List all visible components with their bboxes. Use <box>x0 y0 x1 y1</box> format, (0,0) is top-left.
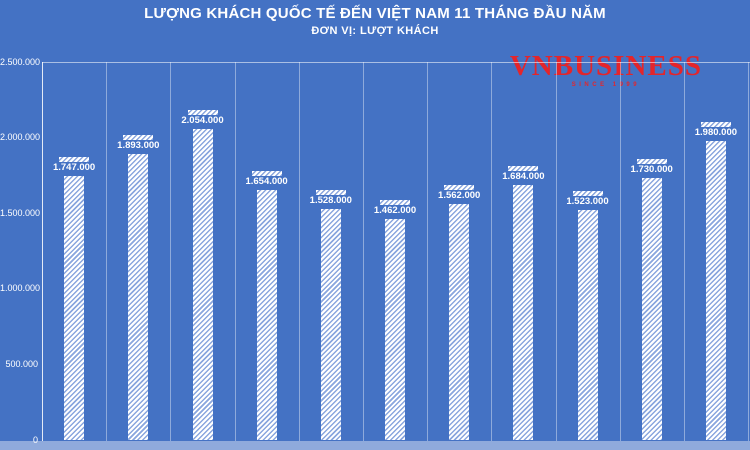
bar <box>128 154 149 440</box>
y-axis-tick-label: 1.500.000 <box>0 207 41 218</box>
bar <box>385 219 405 440</box>
bar-value-label: 1.528.000 <box>309 195 352 206</box>
bar <box>705 141 726 440</box>
column-separator <box>683 62 685 441</box>
y-axis-tick-label: 2.500.000 <box>0 56 41 67</box>
chart-title: LƯỢNG KHÁCH QUỐC TẾ ĐẾN VIỆT NAM 11 THÁN… <box>144 5 606 22</box>
bar-pattern-swatch <box>700 122 731 127</box>
bar <box>449 204 470 440</box>
bar <box>641 178 662 440</box>
vnbusiness-logo: VNBUSINESS SINCE 1999 <box>509 50 702 89</box>
bar <box>192 129 213 440</box>
column-separator <box>491 62 493 441</box>
bar <box>256 190 277 440</box>
bar-value-label: 1.523.000 <box>566 196 609 207</box>
bar <box>577 210 598 440</box>
column-separator <box>106 62 108 441</box>
bar-pattern-swatch <box>59 157 90 162</box>
bar <box>513 185 534 440</box>
y-axis-tick-label: 500.000 <box>5 358 38 369</box>
bar-pattern-swatch <box>572 191 603 196</box>
bar-pattern-swatch <box>444 185 475 190</box>
column-separator <box>555 62 557 441</box>
bar-value-label: 1.893.000 <box>117 140 160 151</box>
column-separator <box>748 62 749 441</box>
bar-pattern-swatch <box>636 159 667 164</box>
y-axis-line <box>42 62 43 441</box>
bar-value-label: 1.747.000 <box>52 162 96 173</box>
y-axis-tick-label: 0 <box>32 434 38 445</box>
y-axis-tick-label: 1.000.000 <box>0 283 41 294</box>
bar-value-label: 2.054.000 <box>181 115 224 126</box>
y-axis-tick-label: 2.000.000 <box>0 132 41 143</box>
column-separator <box>234 62 236 441</box>
column-separator <box>170 62 172 441</box>
bar-value-label: 1.684.000 <box>502 171 545 182</box>
bar-pattern-swatch <box>380 200 410 205</box>
bar-value-label: 1.562.000 <box>438 190 481 201</box>
bar-value-label: 1.980.000 <box>694 127 738 138</box>
column-separator <box>298 62 300 441</box>
bar-value-label: 1.462.000 <box>373 205 417 216</box>
bar-value-label: 1.654.000 <box>245 176 288 187</box>
bar-pattern-swatch <box>251 171 282 176</box>
bar <box>64 176 85 440</box>
top-gridline <box>42 62 750 63</box>
chart-subtitle: ĐƠN VỊ: LƯỢT KHÁCH <box>311 25 439 37</box>
bar-value-label: 1.730.000 <box>630 164 673 175</box>
bottom-strip <box>0 441 750 450</box>
bar-pattern-swatch <box>508 166 539 171</box>
bar <box>320 209 341 440</box>
bar-pattern-swatch <box>315 190 346 195</box>
column-separator <box>362 62 364 441</box>
column-separator <box>619 62 621 441</box>
logo-text: VNBUSINESS <box>509 50 702 82</box>
logo-tagline: SINCE 1999 <box>571 82 641 88</box>
bar-pattern-swatch <box>123 135 154 140</box>
bar-pattern-swatch <box>187 110 218 115</box>
column-separator <box>427 62 429 441</box>
